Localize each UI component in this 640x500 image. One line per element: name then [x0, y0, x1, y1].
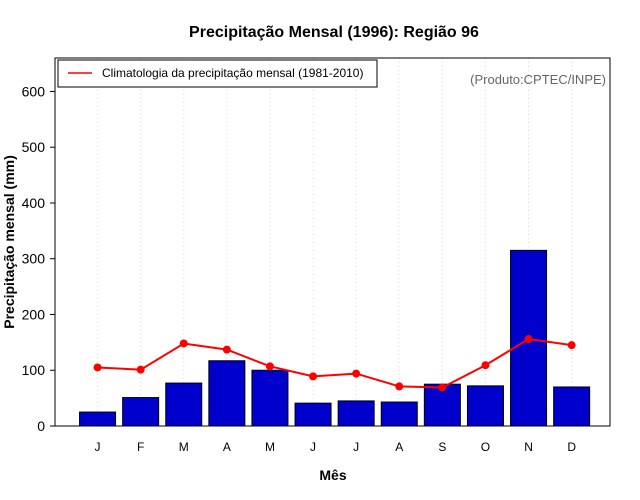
climatology-point-11: [524, 335, 533, 344]
bar-10: [466, 385, 504, 427]
plot-frame: [54, 57, 611, 427]
climatology-point-8: [395, 382, 404, 391]
x-tick-label: F: [137, 440, 144, 454]
x-tick-label: M: [265, 440, 275, 454]
x-tick-label: J: [95, 440, 101, 454]
climatology-point-4: [222, 345, 231, 354]
climatology-line-group: [93, 335, 576, 392]
y-tick-label: 600: [22, 83, 46, 99]
bars-group: [79, 249, 591, 427]
bar-2: [122, 397, 160, 427]
climatology-point-1: [93, 363, 102, 372]
x-axis-label: Mês: [319, 467, 346, 483]
x-tick-label: J: [310, 440, 316, 454]
climatology-line: [97, 337, 572, 389]
chart-title: Precipitação Mensal (1996): Região 96: [189, 24, 479, 41]
legend-box: [57, 59, 378, 88]
legend-entry-climatology: Climatologia da precipitação mensal (198…: [102, 66, 363, 80]
x-tick-label: S: [438, 440, 446, 454]
x-tick-label: O: [481, 440, 490, 454]
y-tick-label: 300: [22, 251, 46, 267]
climatology-point-10: [481, 361, 490, 370]
climatology-point-6: [309, 372, 318, 381]
bar-12: [553, 386, 591, 427]
bar-5: [251, 369, 289, 427]
y-tick-label: 200: [22, 306, 46, 322]
x-tick-label: A: [223, 440, 231, 454]
legend: Climatologia da precipitação mensal (198…: [57, 59, 378, 88]
bar-1: [79, 411, 117, 427]
bar-7: [337, 400, 375, 427]
climatology-point-12: [567, 341, 576, 350]
bar-4: [208, 360, 246, 427]
bar-6: [294, 402, 332, 427]
climatology-point-7: [352, 369, 361, 378]
x-tick-label: D: [567, 440, 576, 454]
climatology-point-2: [136, 365, 145, 374]
x-tick-label: N: [524, 440, 533, 454]
climatology-point-3: [179, 339, 188, 348]
bar-8: [380, 401, 418, 427]
y-tick-label: 400: [22, 195, 46, 211]
climatology-point-5: [265, 362, 274, 371]
grid-lines: [97, 58, 573, 426]
y-tick-label: 500: [22, 139, 46, 155]
x-tick-label: A: [395, 440, 403, 454]
climatology-point-9: [438, 383, 447, 392]
source-annotation: (Produto:CPTEC/INPE): [470, 72, 606, 87]
x-tick-label: J: [353, 440, 359, 454]
bar-3: [165, 382, 203, 427]
y-tick-label: 100: [22, 362, 46, 378]
x-tick-label: M: [179, 440, 189, 454]
y-axis: 0 100 200 300 400 500 600: [22, 83, 55, 434]
y-axis-label: Precipitação mensal (mm): [1, 155, 17, 329]
y-tick-label: 0: [37, 418, 45, 434]
